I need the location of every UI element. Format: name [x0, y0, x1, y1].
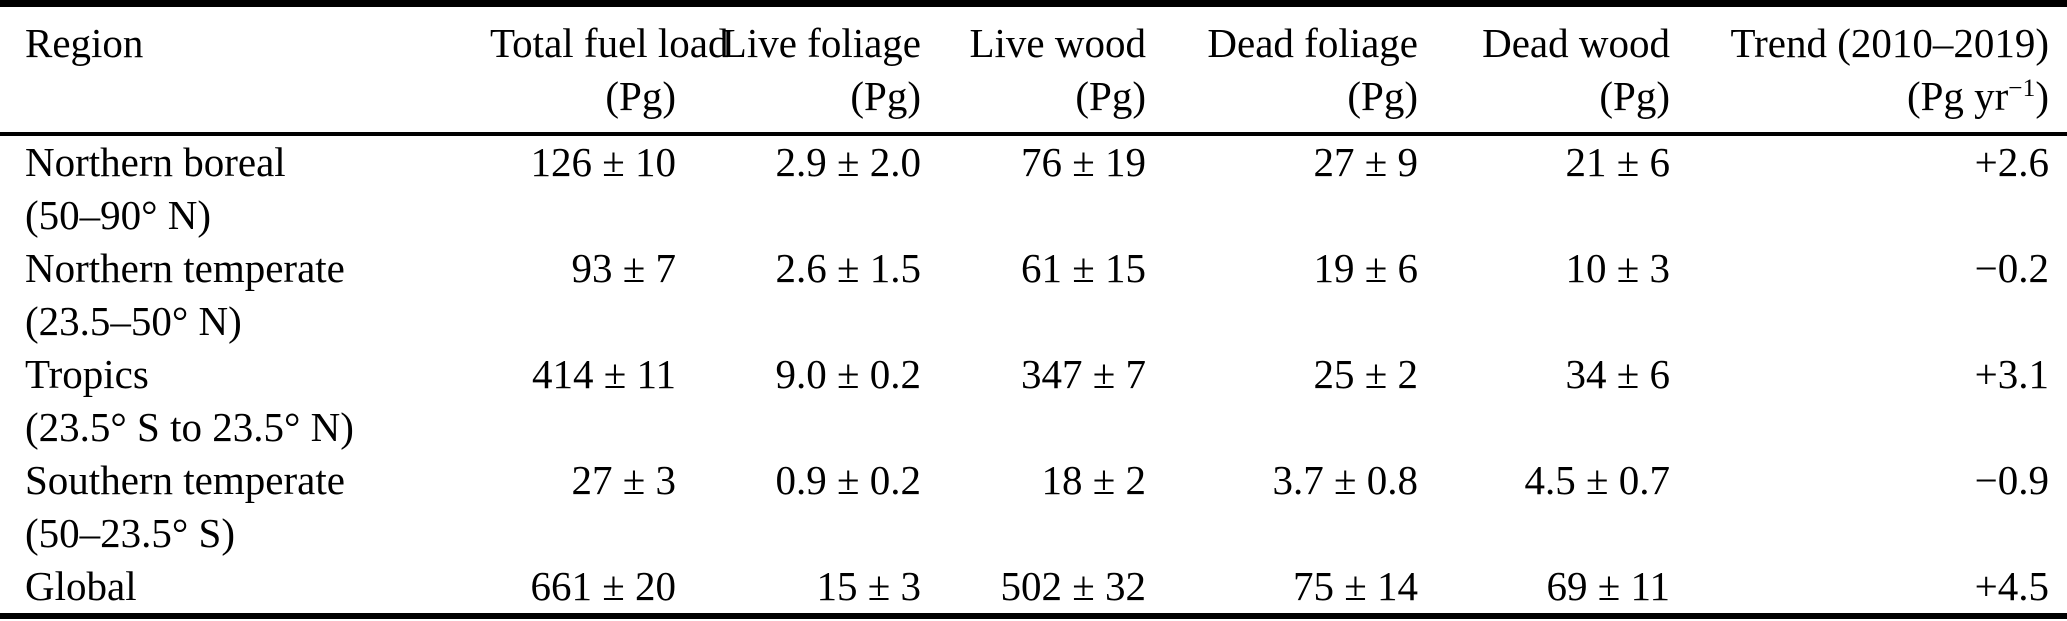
- cell-dead-wood: 10 ± 3: [1565, 245, 1670, 291]
- cell-live-foliage: 0.9 ± 0.2: [775, 457, 921, 503]
- cell-total-fuel-load: 93 ± 7: [571, 245, 676, 291]
- cell-region: Southern temperate (50–23.5° S): [0, 454, 490, 560]
- col-header-label: Live foliage: [721, 20, 921, 66]
- cell-trend: +4.5: [1974, 563, 2049, 609]
- cell-live-foliage: 9.0 ± 0.2: [775, 351, 921, 397]
- col-header-trend: Trend (2010–2019) (Pg yr−1): [1670, 4, 2067, 135]
- cell-live-foliage: 2.6 ± 1.5: [775, 245, 921, 291]
- col-header-live-wood: Live wood (Pg): [921, 4, 1147, 135]
- col-header-label: Region: [25, 20, 144, 66]
- cell-live-wood: 18 ± 2: [1041, 457, 1146, 503]
- cell-dead-wood: 69 ± 11: [1546, 563, 1670, 609]
- cell-dead-wood: 21 ± 6: [1565, 139, 1670, 185]
- cell-live-foliage: 2.9 ± 2.0: [775, 139, 921, 185]
- cell-dead-foliage: 3.7 ± 0.8: [1272, 457, 1418, 503]
- region-extent: (50–23.5° S): [25, 510, 236, 556]
- table-header-row: Region Total fuel load (Pg) Live foliage…: [0, 4, 2067, 135]
- table-row-northern-temperate: Northern temperate (23.5–50° N) 93 ± 7 2…: [0, 242, 2067, 348]
- col-header-unit: (Pg): [1075, 73, 1146, 119]
- col-header-label: Dead wood: [1482, 20, 1670, 66]
- cell-region: Northern temperate (23.5–50° N): [0, 242, 490, 348]
- col-header-unit: (Pg): [850, 73, 921, 119]
- table-row-tropics: Tropics (23.5° S to 23.5° N) 414 ± 11 9.…: [0, 348, 2067, 454]
- cell-region: Global: [0, 560, 490, 616]
- col-header-trend-unit: (Pg yr−1): [1670, 70, 2049, 123]
- cell-total-fuel-load: 27 ± 3: [571, 457, 676, 503]
- cell-total-fuel-load: 126 ± 10: [530, 139, 676, 185]
- col-header-dead-foliage: Dead foliage (Pg): [1146, 4, 1418, 135]
- col-header-label: Trend (2010–2019): [1730, 20, 2049, 66]
- region-extent: (23.5° S to 23.5° N): [25, 404, 354, 450]
- cell-live-wood: 76 ± 19: [1020, 139, 1146, 185]
- col-header-unit: (Pg): [605, 73, 676, 119]
- cell-dead-foliage: 19 ± 6: [1313, 245, 1418, 291]
- cell-total-fuel-load: 661 ± 20: [530, 563, 676, 609]
- cell-live-wood: 347 ± 7: [1020, 351, 1146, 397]
- table-header: Region Total fuel load (Pg) Live foliage…: [0, 4, 2067, 135]
- cell-region: Tropics (23.5° S to 23.5° N): [0, 348, 490, 454]
- col-header-label: Live wood: [969, 20, 1147, 66]
- table-body: Northern boreal (50–90° N) 126 ± 10 2.9 …: [0, 134, 2067, 616]
- col-header-region: Region: [0, 4, 490, 135]
- region-extent: (23.5–50° N): [25, 298, 242, 344]
- cell-live-wood: 502 ± 32: [1000, 563, 1146, 609]
- trend-unit-close: ): [2035, 73, 2049, 119]
- table-row-southern-temperate: Southern temperate (50–23.5° S) 27 ± 3 0…: [0, 454, 2067, 560]
- trend-unit-superscript: −1: [2008, 74, 2036, 103]
- region-name: Northern boreal: [25, 139, 286, 185]
- table-row-global: Global 661 ± 20 15 ± 3 502 ± 32 75 ± 14 …: [0, 560, 2067, 616]
- cell-dead-foliage: 27 ± 9: [1313, 139, 1418, 185]
- region-name: Tropics: [25, 351, 149, 397]
- col-header-unit: (Pg): [1599, 73, 1670, 119]
- col-header-label: Dead foliage: [1207, 20, 1418, 66]
- region-name: Global: [25, 563, 137, 609]
- cell-trend: −0.2: [1974, 245, 2049, 291]
- cell-region: Northern boreal (50–90° N): [0, 134, 490, 242]
- cell-dead-wood: 4.5 ± 0.7: [1524, 457, 1670, 503]
- col-header-dead-wood: Dead wood (Pg): [1418, 4, 1670, 135]
- cell-live-foliage: 15 ± 3: [816, 563, 921, 609]
- cell-trend: +3.1: [1974, 351, 2049, 397]
- col-header-total-fuel-load: Total fuel load (Pg): [490, 4, 729, 135]
- cell-trend: −0.9: [1974, 457, 2049, 503]
- cell-total-fuel-load: 414 ± 11: [532, 351, 676, 397]
- cell-dead-foliage: 75 ± 14: [1292, 563, 1418, 609]
- col-header-unit: (Pg): [1347, 73, 1418, 119]
- col-header-label: Total fuel load: [490, 20, 729, 66]
- region-name: Northern temperate: [25, 245, 345, 291]
- table-row-northern-boreal: Northern boreal (50–90° N) 126 ± 10 2.9 …: [0, 134, 2067, 242]
- trend-unit-base: (Pg yr: [1906, 73, 2009, 119]
- col-header-live-foliage: Live foliage (Pg): [676, 4, 921, 135]
- cell-trend: +2.6: [1974, 139, 2049, 185]
- cell-dead-wood: 34 ± 6: [1565, 351, 1670, 397]
- region-extent: (50–90° N): [25, 192, 212, 238]
- cell-live-wood: 61 ± 15: [1020, 245, 1146, 291]
- region-name: Southern temperate: [25, 457, 345, 503]
- cell-dead-foliage: 25 ± 2: [1313, 351, 1418, 397]
